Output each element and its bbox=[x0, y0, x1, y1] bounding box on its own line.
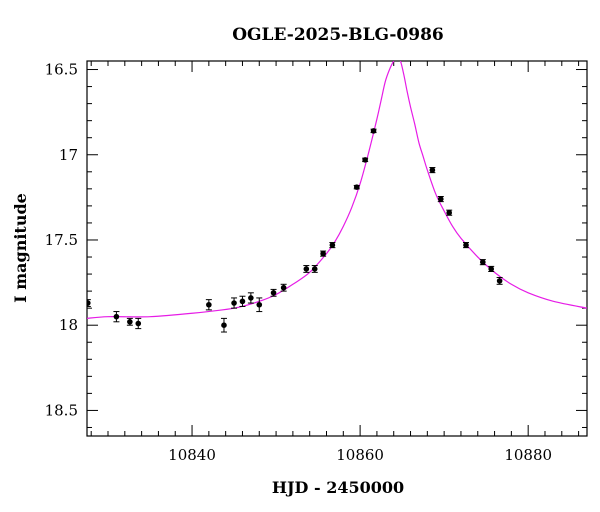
x-axis-label: HJD - 2450000 bbox=[272, 478, 404, 497]
x-tick-label: 10840 bbox=[168, 446, 216, 464]
data-marker bbox=[127, 318, 133, 325]
data-point bbox=[270, 288, 277, 297]
data-marker bbox=[463, 242, 469, 248]
y-tick-label: 17 bbox=[59, 146, 78, 164]
data-marker bbox=[362, 157, 368, 163]
data-point bbox=[303, 265, 310, 273]
data-marker bbox=[446, 209, 452, 216]
y-tick-label: 16.5 bbox=[45, 61, 78, 79]
data-marker bbox=[429, 167, 436, 173]
data-marker bbox=[239, 298, 246, 305]
tick-labels: 10840 10860 10880 16.5 17 17.5 18 18.5 bbox=[45, 61, 552, 464]
data-marker bbox=[479, 259, 486, 265]
data-point bbox=[462, 242, 469, 249]
data-point bbox=[353, 184, 360, 190]
data-point bbox=[362, 157, 369, 163]
data-point bbox=[446, 209, 453, 216]
y-tick-label: 18.5 bbox=[45, 401, 78, 419]
data-marker bbox=[320, 250, 326, 257]
data-point bbox=[329, 242, 336, 249]
data-marker bbox=[248, 295, 254, 301]
data-point bbox=[205, 299, 212, 311]
data-point bbox=[320, 250, 327, 257]
data-marker bbox=[135, 320, 142, 327]
data-marker bbox=[496, 278, 503, 284]
data-marker bbox=[221, 322, 227, 329]
data-marker bbox=[280, 284, 287, 291]
data-point bbox=[256, 297, 263, 313]
chart-title: OGLE-2025-BLG-0986 bbox=[232, 25, 444, 45]
model-curve bbox=[87, 61, 587, 319]
data-marker bbox=[437, 196, 444, 202]
x-tick-label: 10880 bbox=[504, 446, 552, 464]
data-marker bbox=[256, 301, 263, 308]
data-marker bbox=[113, 313, 120, 320]
data-point bbox=[429, 167, 436, 174]
axis-ticks bbox=[87, 61, 587, 436]
data-marker bbox=[87, 300, 91, 306]
data-point bbox=[239, 295, 246, 307]
plot-marks bbox=[87, 61, 587, 333]
data-marker bbox=[206, 301, 212, 308]
data-point bbox=[247, 292, 254, 304]
data-marker bbox=[329, 242, 336, 248]
data-point bbox=[370, 128, 377, 134]
data-marker bbox=[270, 290, 277, 296]
data-point bbox=[488, 265, 495, 273]
x-tick-label: 10860 bbox=[336, 446, 384, 464]
data-marker bbox=[311, 266, 318, 272]
data-marker bbox=[488, 266, 495, 272]
data-marker bbox=[231, 300, 237, 306]
data-marker bbox=[303, 266, 310, 272]
data-point bbox=[311, 265, 318, 273]
data-point bbox=[135, 317, 142, 330]
data-point bbox=[87, 299, 91, 307]
data-point bbox=[231, 297, 238, 309]
data-marker bbox=[353, 184, 360, 190]
data-point bbox=[126, 317, 133, 326]
data-point bbox=[113, 311, 120, 323]
data-marker bbox=[370, 128, 377, 134]
data-point bbox=[437, 196, 444, 203]
y-tick-label: 17.5 bbox=[45, 231, 78, 249]
data-point bbox=[220, 317, 227, 333]
data-point bbox=[479, 259, 486, 266]
data-point bbox=[280, 283, 287, 292]
plot-frame bbox=[86, 60, 588, 437]
y-axis-label: I magnitude bbox=[11, 193, 30, 303]
data-point bbox=[496, 276, 503, 285]
y-tick-label: 18 bbox=[59, 316, 78, 334]
